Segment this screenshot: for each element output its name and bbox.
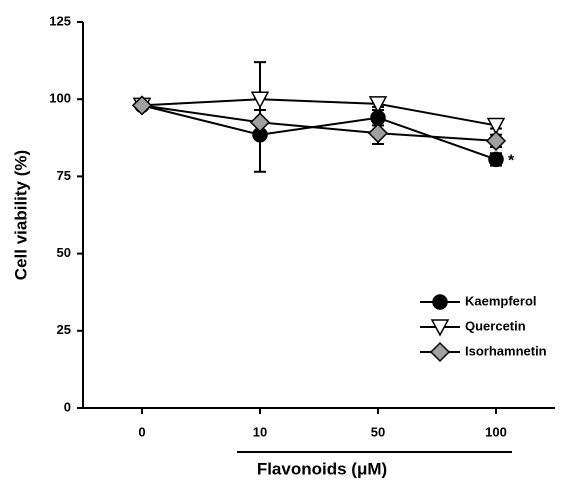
- legend-label: Quercetin: [465, 318, 526, 333]
- x-tick-label: 10: [253, 424, 267, 439]
- point: [367, 123, 389, 144]
- x-tick-label: 100: [485, 424, 507, 439]
- y-tick-label: 75: [57, 168, 71, 183]
- point: [485, 130, 507, 151]
- legend-label: Isorhamnetin: [465, 343, 547, 358]
- point: [488, 151, 504, 168]
- legend-marker: [430, 319, 450, 337]
- y-axis-label: Cell viability (%): [11, 150, 30, 280]
- legend-marker: [429, 341, 451, 363]
- annotation: *: [508, 153, 515, 170]
- x-axis-label: Flavonoids (μM): [257, 459, 387, 478]
- point: [131, 95, 153, 116]
- legend-marker: [432, 294, 448, 310]
- series-line: [141, 104, 497, 161]
- y-tick-label: 125: [49, 13, 71, 28]
- x-tick-label: 50: [371, 424, 385, 439]
- point: [250, 91, 270, 109]
- legend-label: Kaempferol: [465, 293, 537, 308]
- series-line: [141, 104, 497, 142]
- point: [368, 96, 388, 114]
- y-tick-label: 0: [64, 399, 71, 414]
- y-tick-label: 50: [57, 245, 71, 260]
- y-tick-label: 25: [57, 322, 71, 337]
- y-tick-label: 100: [49, 91, 71, 106]
- series-line: [141, 98, 497, 127]
- point: [486, 117, 506, 136]
- point: [249, 112, 271, 133]
- x-tick-label: 0: [138, 424, 145, 439]
